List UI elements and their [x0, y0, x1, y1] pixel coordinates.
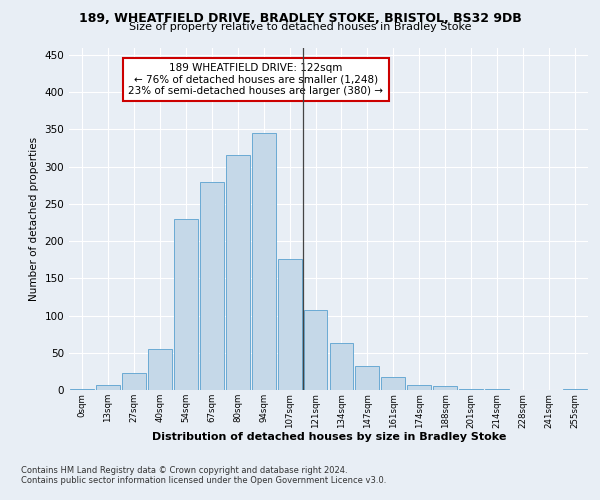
Text: Contains HM Land Registry data © Crown copyright and database right 2024.: Contains HM Land Registry data © Crown c… [21, 466, 347, 475]
Bar [329, 343, 353, 390]
Text: 189 WHEATFIELD DRIVE: 122sqm
← 76% of detached houses are smaller (1,248)
23% of: 189 WHEATFIELD DRIVE: 122sqm ← 76% of de… [128, 63, 383, 96]
Bar [148, 349, 172, 390]
Text: 189, WHEATFIELD DRIVE, BRADLEY STOKE, BRISTOL, BS32 9DB: 189, WHEATFIELD DRIVE, BRADLEY STOKE, BR… [79, 12, 521, 26]
Bar [459, 388, 483, 390]
Text: Size of property relative to detached houses in Bradley Stoke: Size of property relative to detached ho… [129, 22, 471, 32]
Bar [226, 156, 250, 390]
Bar [485, 388, 509, 390]
Bar [382, 376, 406, 390]
Text: Distribution of detached houses by size in Bradley Stoke: Distribution of detached houses by size … [152, 432, 506, 442]
Bar [278, 259, 302, 390]
Bar [563, 388, 587, 390]
Bar [122, 373, 146, 390]
Bar [70, 388, 94, 390]
Bar [433, 386, 457, 390]
Text: Contains public sector information licensed under the Open Government Licence v3: Contains public sector information licen… [21, 476, 386, 485]
Bar [200, 182, 224, 390]
Y-axis label: Number of detached properties: Number of detached properties [29, 136, 39, 301]
Bar [251, 133, 275, 390]
Bar [96, 385, 120, 390]
Bar [304, 310, 328, 390]
Bar [174, 219, 198, 390]
Bar [355, 366, 379, 390]
Bar [407, 385, 431, 390]
